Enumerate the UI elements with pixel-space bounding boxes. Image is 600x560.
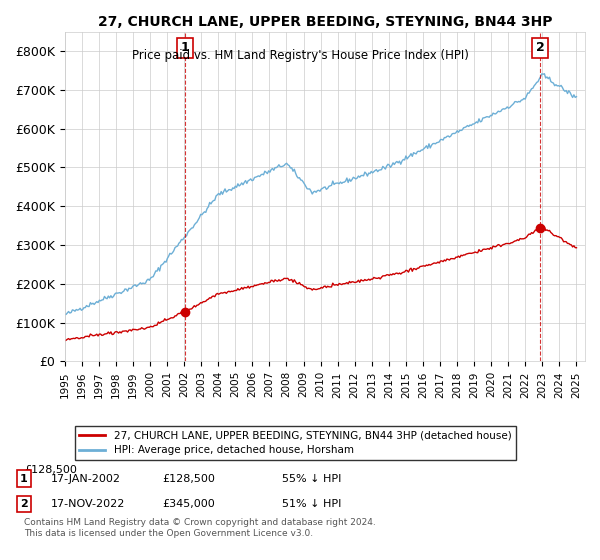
Text: 55% ↓ HPI: 55% ↓ HPI bbox=[282, 474, 341, 484]
Text: Price paid vs. HM Land Registry's House Price Index (HPI): Price paid vs. HM Land Registry's House … bbox=[131, 49, 469, 62]
Text: Contains HM Land Registry data © Crown copyright and database right 2024.
This d: Contains HM Land Registry data © Crown c… bbox=[24, 518, 376, 538]
Title: 27, CHURCH LANE, UPPER BEEDING, STEYNING, BN44 3HP: 27, CHURCH LANE, UPPER BEEDING, STEYNING… bbox=[98, 15, 552, 29]
Text: £345,000: £345,000 bbox=[162, 499, 215, 509]
Text: £128,500: £128,500 bbox=[162, 474, 215, 484]
Text: £128,500: £128,500 bbox=[24, 465, 77, 475]
Text: 17-NOV-2022: 17-NOV-2022 bbox=[51, 499, 125, 509]
Text: 51% ↓ HPI: 51% ↓ HPI bbox=[282, 499, 341, 509]
Text: 2: 2 bbox=[20, 499, 28, 509]
Legend: 27, CHURCH LANE, UPPER BEEDING, STEYNING, BN44 3HP (detached house), HPI: Averag: 27, CHURCH LANE, UPPER BEEDING, STEYNING… bbox=[75, 426, 515, 460]
Text: 1: 1 bbox=[181, 41, 189, 54]
Text: 17-JAN-2002: 17-JAN-2002 bbox=[51, 474, 121, 484]
Text: 1: 1 bbox=[20, 474, 28, 484]
Text: 2: 2 bbox=[536, 41, 545, 54]
